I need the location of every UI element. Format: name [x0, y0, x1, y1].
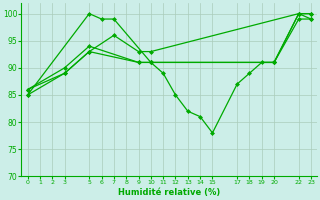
X-axis label: Humidité relative (%): Humidité relative (%)	[118, 188, 220, 197]
